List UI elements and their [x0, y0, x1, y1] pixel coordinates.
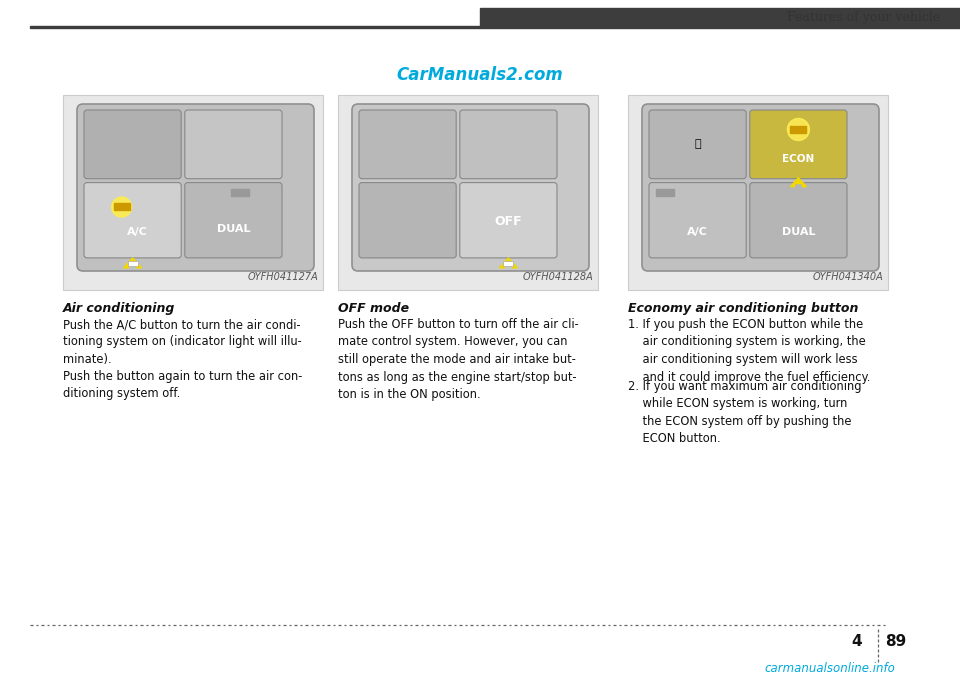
Bar — [113, 203, 130, 210]
Circle shape — [111, 197, 132, 217]
Text: OYFH041128A: OYFH041128A — [522, 272, 593, 282]
Text: 1. If you push the ECON button while the
    air conditioning system is working,: 1. If you push the ECON button while the… — [628, 318, 871, 384]
Text: DUAL: DUAL — [781, 227, 815, 237]
FancyBboxPatch shape — [649, 183, 746, 258]
Bar — [656, 189, 674, 196]
Text: carmanualsonline.info: carmanualsonline.info — [764, 661, 896, 675]
FancyBboxPatch shape — [352, 104, 589, 271]
FancyBboxPatch shape — [184, 110, 282, 178]
FancyBboxPatch shape — [359, 183, 456, 258]
Text: Push the A/C button to turn the air condi-
tioning system on (indicator light wi: Push the A/C button to turn the air cond… — [63, 318, 301, 366]
FancyBboxPatch shape — [84, 183, 181, 258]
FancyBboxPatch shape — [750, 110, 847, 178]
Text: Economy air conditioning button: Economy air conditioning button — [628, 302, 858, 315]
Text: 89: 89 — [885, 635, 906, 650]
Text: OYFH041340A: OYFH041340A — [812, 272, 883, 282]
FancyBboxPatch shape — [750, 183, 847, 258]
Bar — [628, 95, 888, 290]
Text: CarManuals2.com: CarManuals2.com — [396, 66, 564, 84]
FancyBboxPatch shape — [359, 110, 456, 178]
FancyBboxPatch shape — [460, 110, 557, 178]
FancyArrow shape — [499, 258, 517, 268]
Bar — [790, 125, 806, 132]
FancyArrow shape — [124, 258, 142, 268]
Bar — [128, 261, 137, 266]
Text: Air conditioning: Air conditioning — [63, 302, 176, 315]
Text: Push the button again to turn the air con-
ditioning system off.: Push the button again to turn the air co… — [63, 370, 302, 400]
FancyArrow shape — [790, 178, 806, 187]
Bar — [231, 189, 249, 196]
Text: DUAL: DUAL — [217, 223, 251, 234]
Text: OYFH041127A: OYFH041127A — [248, 272, 318, 282]
Bar — [480, 8, 960, 28]
Text: OFF mode: OFF mode — [338, 302, 409, 315]
FancyBboxPatch shape — [649, 110, 746, 178]
Text: Push the OFF button to turn off the air cli-
mate control system. However, you c: Push the OFF button to turn off the air … — [338, 318, 579, 401]
Text: 2. If you want maximum air conditioning
    while ECON system is working, turn
 : 2. If you want maximum air conditioning … — [628, 380, 861, 446]
Text: 🚘: 🚘 — [694, 139, 701, 150]
Bar — [503, 261, 514, 266]
FancyBboxPatch shape — [184, 183, 282, 258]
Text: 4: 4 — [852, 635, 862, 650]
FancyBboxPatch shape — [77, 104, 314, 271]
FancyBboxPatch shape — [460, 183, 557, 258]
Text: Features of your vehicle: Features of your vehicle — [787, 12, 940, 25]
FancyBboxPatch shape — [642, 104, 879, 271]
FancyBboxPatch shape — [84, 110, 181, 178]
Bar — [30, 26, 480, 28]
Text: A/C: A/C — [127, 227, 148, 237]
Text: A/C: A/C — [687, 227, 708, 237]
Bar — [338, 95, 598, 290]
Text: OFF: OFF — [494, 216, 522, 228]
Circle shape — [787, 119, 809, 141]
Bar — [63, 95, 323, 290]
Text: ECON: ECON — [782, 154, 814, 164]
